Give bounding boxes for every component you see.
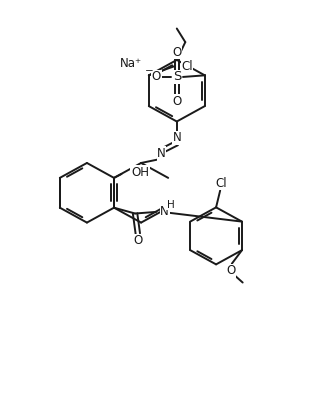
- Text: Cl: Cl: [215, 177, 227, 190]
- Text: Cl: Cl: [181, 60, 193, 73]
- Text: N: N: [160, 205, 169, 218]
- Text: O: O: [152, 70, 161, 83]
- Text: −: −: [145, 66, 153, 76]
- Text: Na⁺: Na⁺: [120, 57, 142, 70]
- Text: N: N: [172, 131, 181, 144]
- Text: N: N: [157, 147, 166, 160]
- Text: OH: OH: [131, 166, 149, 179]
- Text: O: O: [226, 264, 236, 277]
- Text: O: O: [172, 95, 182, 108]
- Text: O: O: [172, 46, 182, 59]
- Text: H: H: [167, 200, 174, 210]
- Text: S: S: [173, 70, 181, 83]
- Text: O: O: [133, 234, 142, 247]
